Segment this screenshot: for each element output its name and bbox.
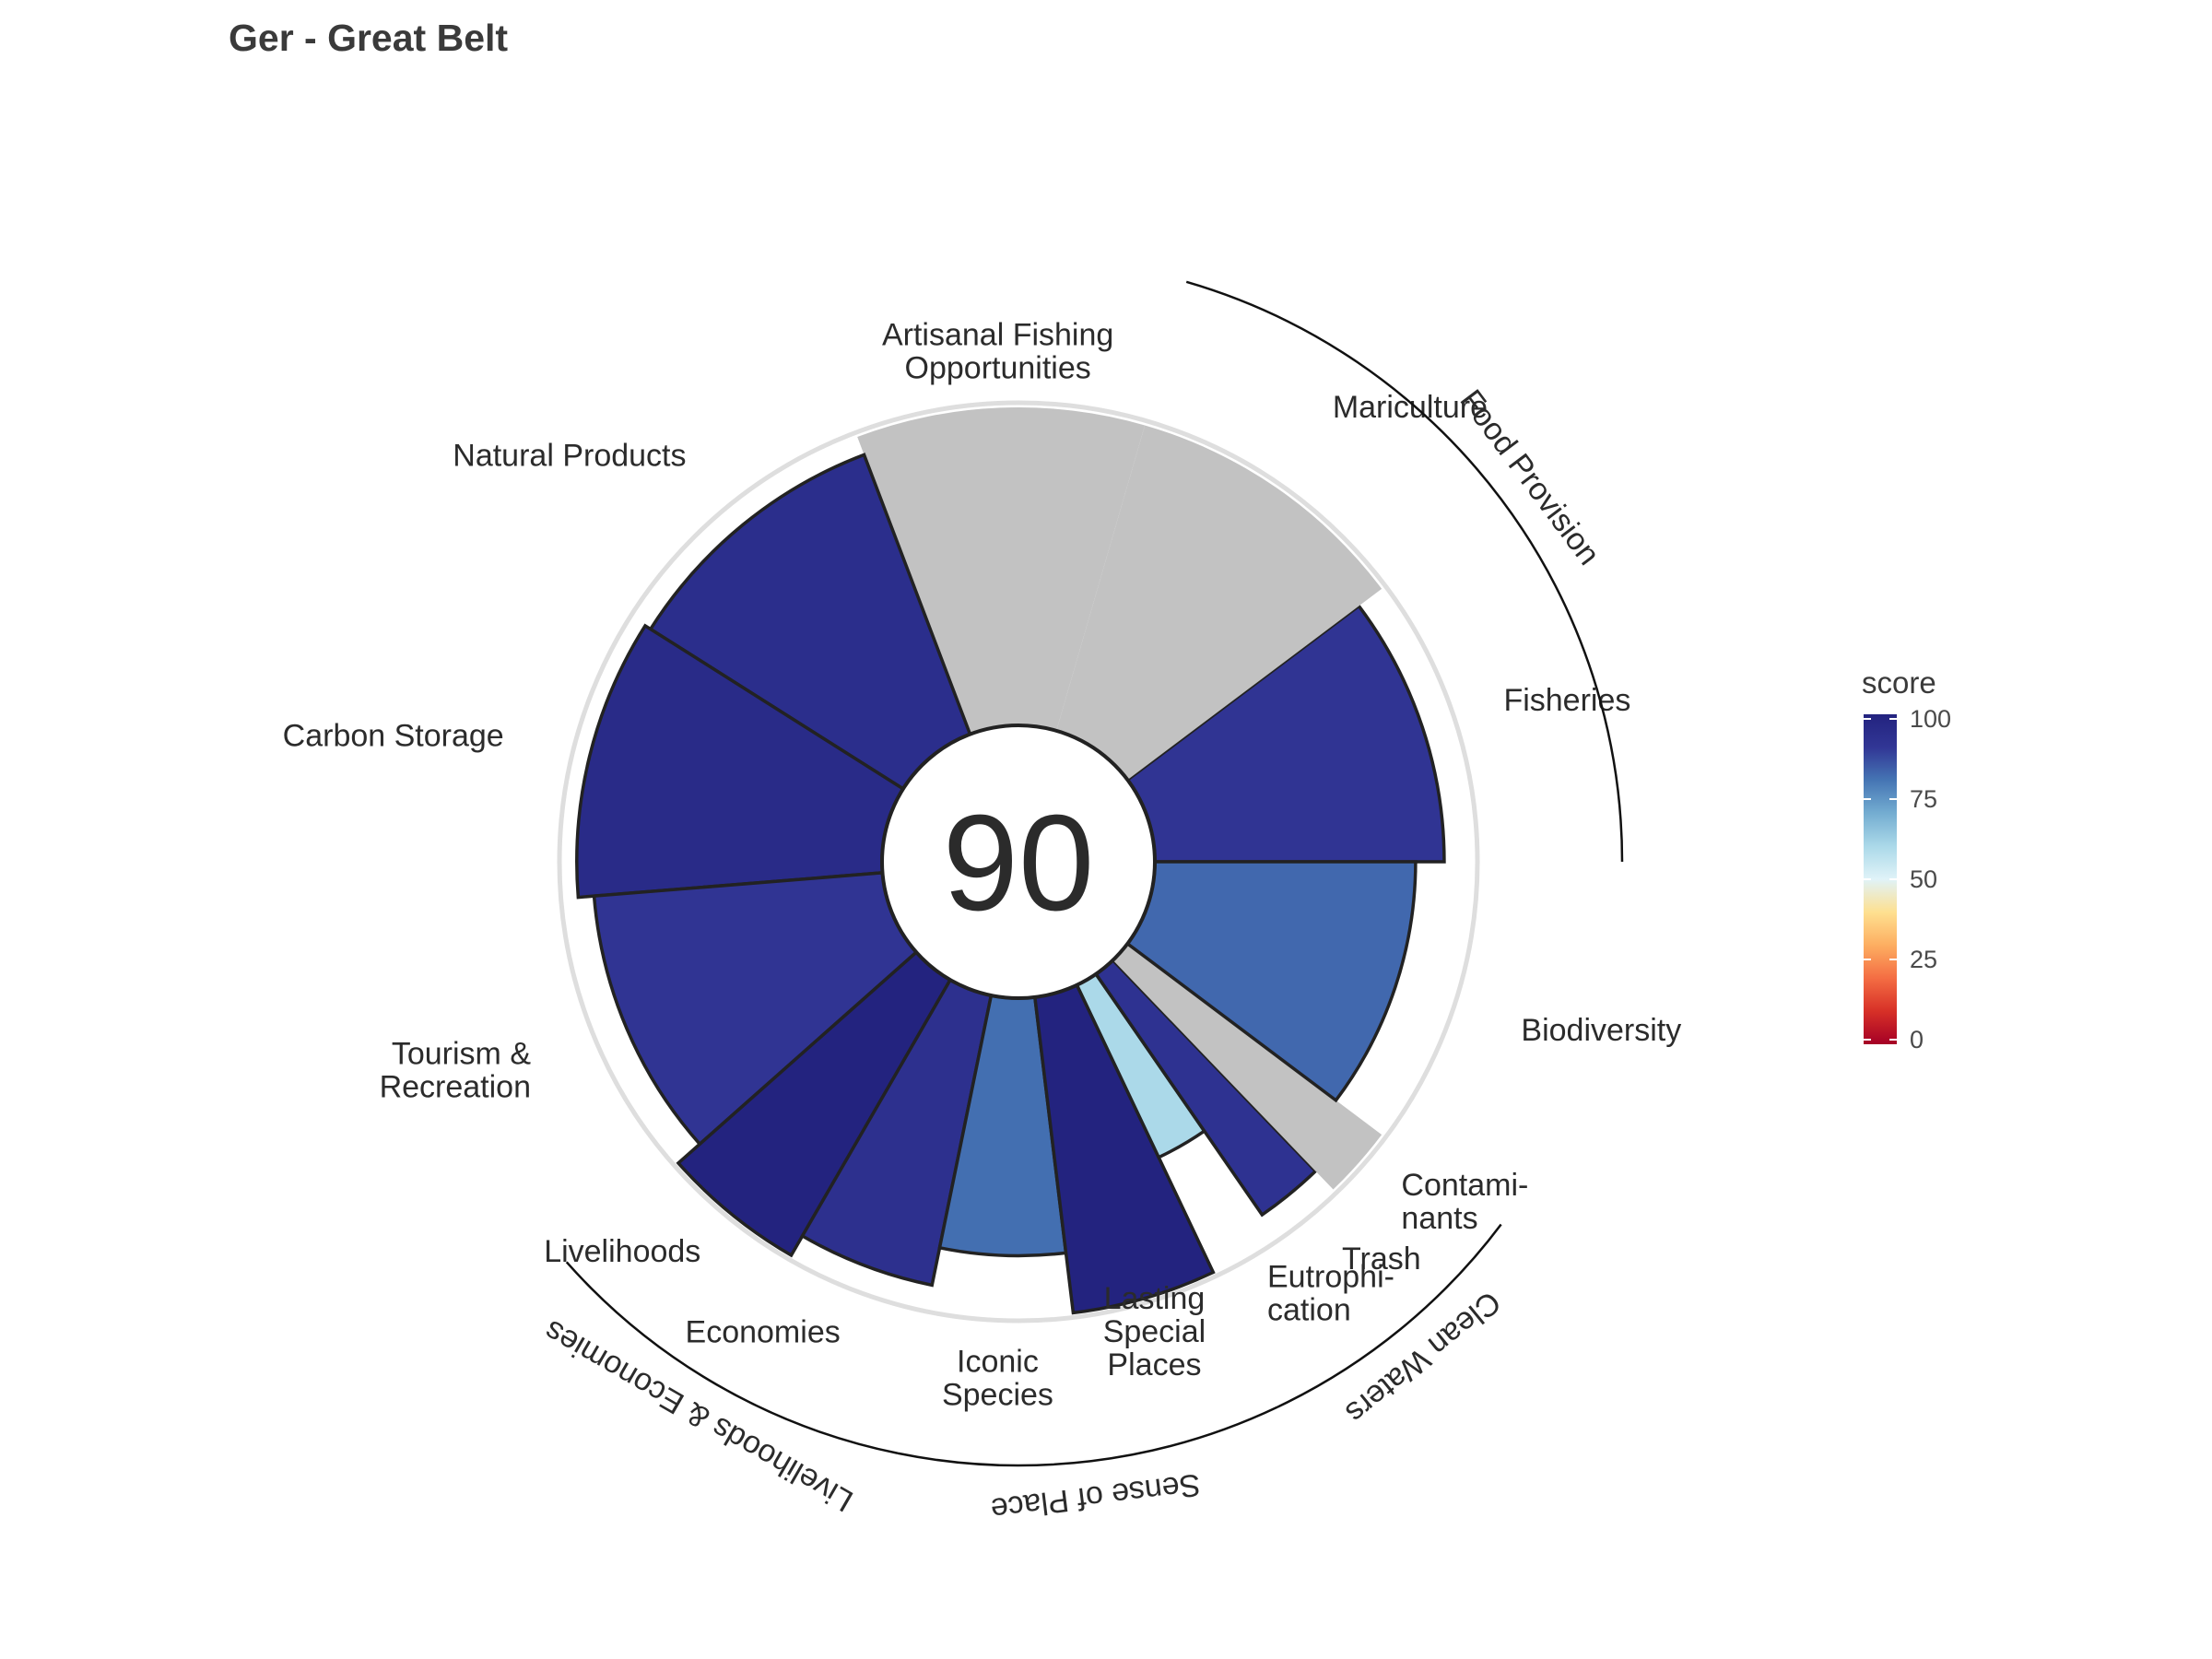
- goal-label-13: Biodiversity: [1521, 1013, 1681, 1048]
- petal-2: [857, 407, 1146, 735]
- goal-label-line: Opportunities: [905, 350, 1091, 385]
- goal-label-3: Natural Products: [453, 438, 686, 473]
- goal-label-7: Economies: [686, 1315, 841, 1350]
- goal-label-line: Mariculture: [1333, 390, 1488, 425]
- group-label-0: Food Provision: [1453, 383, 1607, 571]
- goal-label-10: Eutrophi-cation: [1267, 1260, 1394, 1328]
- goal-label-line: Carbon Storage: [283, 718, 504, 753]
- group-arc-2: [897, 1406, 1278, 1467]
- goal-label-line: Lasting: [1104, 1281, 1206, 1316]
- goal-label-line: Biodiversity: [1521, 1013, 1681, 1048]
- goal-label-line: Livelihoods: [544, 1234, 700, 1269]
- group-arc-3: [1277, 1223, 1502, 1408]
- goal-label-line: Iconic: [957, 1345, 1039, 1380]
- goal-label-line: Special: [1103, 1314, 1206, 1349]
- group-arc-1: [565, 1261, 899, 1454]
- goal-label-line: Tourism &: [392, 1036, 531, 1071]
- goal-label-line: Species: [942, 1378, 1053, 1413]
- goal-label-8: Iconic Species: [942, 1345, 1053, 1413]
- goal-label-line: Economies: [686, 1315, 841, 1350]
- petal-1: [1056, 425, 1382, 781]
- group-arc-0: [1185, 280, 1624, 863]
- goal-label-0: Fisheries: [1503, 683, 1630, 718]
- center-circle: [880, 724, 1157, 1000]
- group-label-2: Sense of Place: [989, 1466, 1203, 1526]
- goal-label-line: Trash: [1342, 1241, 1421, 1277]
- petal-12: [1112, 943, 1382, 1190]
- legend-tick-label: 25: [1910, 946, 1937, 973]
- legend-tick-label: 0: [1910, 1026, 1924, 1053]
- outer-ring: [557, 400, 1480, 1324]
- goal-label-line: Eutrophi-: [1267, 1260, 1394, 1295]
- goal-labels: Fisheries Mariculture Artisanal Fishing Opp…: [283, 317, 1682, 1412]
- goal-label-line: Fisheries: [1503, 683, 1630, 718]
- center: 90: [880, 724, 1157, 1000]
- goal-label-line: Artisanal Fishing: [882, 317, 1113, 352]
- score-legend: score 0 25 50 75 100: [1862, 665, 1951, 1053]
- goal-label-5: Tourism & Recreation: [380, 1036, 532, 1104]
- goal-label-9: Lasting Special Places: [1103, 1281, 1206, 1382]
- legend-title: score: [1862, 665, 1936, 700]
- goal-label-line: Recreation: [380, 1069, 531, 1104]
- legend-tick-label: 100: [1910, 705, 1951, 733]
- goal-label-6: Livelihoods: [544, 1234, 700, 1269]
- legend-tick-label: 50: [1910, 865, 1937, 893]
- goal-label-line: Contami-: [1401, 1168, 1528, 1203]
- goal-label-line: nants: [1401, 1201, 1477, 1236]
- legend-tick-label: 75: [1910, 785, 1937, 813]
- goal-label-1: Mariculture: [1333, 390, 1488, 425]
- goal-label-2: Artisanal Fishing Opportunities: [882, 317, 1113, 385]
- chart-title: Ger - Great Belt: [229, 17, 508, 59]
- center-score: 90: [943, 787, 1095, 939]
- outer-ring-circle: [557, 400, 1480, 1324]
- petals: [575, 407, 1446, 1315]
- goal-label-12: Contami-nants: [1401, 1168, 1528, 1236]
- goal-label-line: Places: [1107, 1347, 1201, 1382]
- goal-label-line: Natural Products: [453, 438, 686, 473]
- legend-ticks: 0 25 50 75 100: [1864, 705, 1951, 1053]
- goal-label-11: Trash: [1342, 1241, 1421, 1277]
- goal-label-4: Carbon Storage: [283, 718, 504, 753]
- goal-label-line: cation: [1267, 1293, 1351, 1328]
